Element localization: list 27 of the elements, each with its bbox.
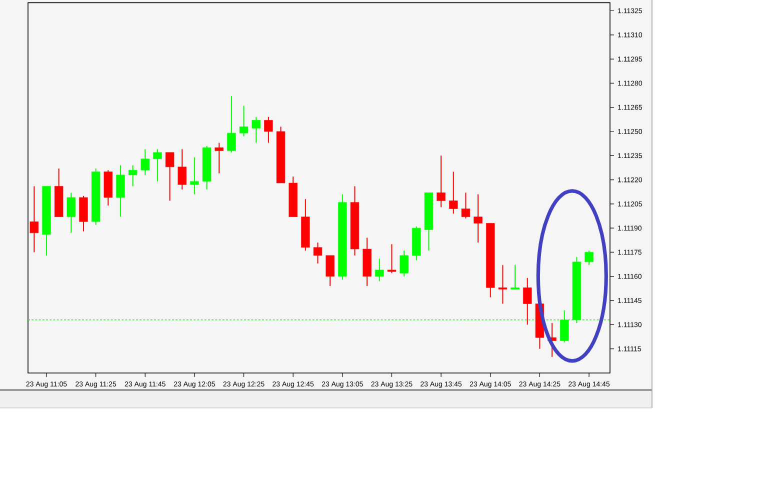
candlestick	[30, 186, 39, 253]
candlestick	[400, 250, 408, 277]
candlestick	[140, 148, 150, 176]
candlestick	[178, 148, 186, 190]
candlestick	[498, 264, 508, 304]
candlestick	[313, 242, 322, 264]
candlestick	[214, 142, 224, 174]
candlestick	[387, 244, 396, 274]
candlestick	[523, 277, 532, 326]
candlestick	[326, 254, 334, 287]
candlestick	[474, 194, 482, 244]
candlestick	[449, 171, 458, 214]
candlestick	[153, 148, 162, 182]
candlestick	[128, 164, 138, 187]
candlestick	[165, 152, 174, 202]
candlestick	[375, 258, 384, 282]
candlestick	[239, 105, 248, 137]
candlestick	[264, 116, 273, 144]
candlestick	[461, 192, 470, 219]
candlestick	[584, 250, 594, 266]
candlestick	[510, 264, 520, 290]
candlestick	[66, 192, 76, 234]
candlestick	[252, 116, 260, 144]
candlestick	[116, 164, 125, 218]
candlestick	[436, 155, 446, 208]
candlestick	[227, 96, 236, 153]
candlestick	[190, 156, 199, 195]
